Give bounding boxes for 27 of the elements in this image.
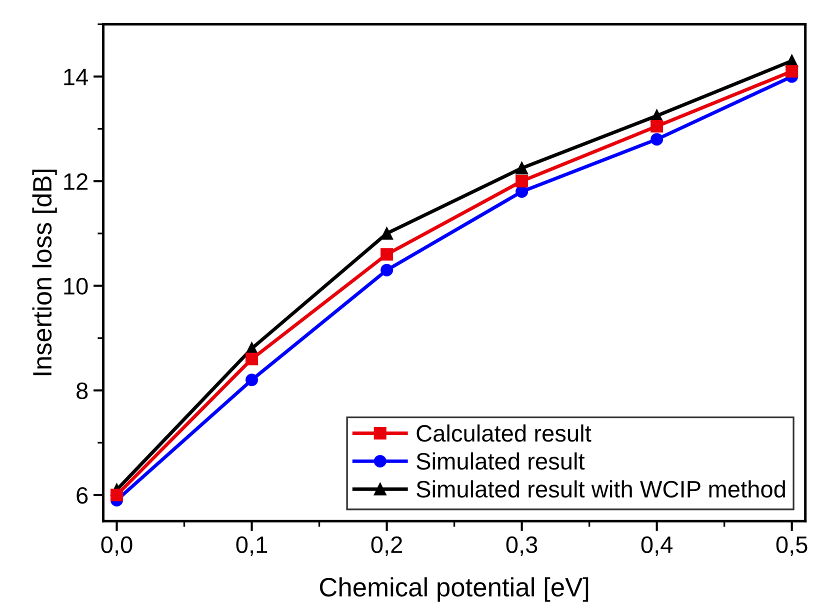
legend-label: Simulated result with WCIP method: [416, 480, 785, 498]
point: [516, 174, 528, 188]
x-tick-label: 0,2: [371, 536, 402, 556]
point: [380, 227, 394, 240]
x-tick-label: 0,4: [641, 536, 673, 556]
point: [516, 162, 528, 174]
x-axis-title: Chemical potential [eV]: [320, 577, 588, 602]
point: [380, 264, 394, 276]
point: [650, 133, 664, 146]
x-tick-label: 0,3: [506, 536, 538, 556]
point: [246, 352, 258, 366]
point: [246, 374, 258, 386]
point: [110, 488, 124, 502]
legend-label: Calculated result: [416, 424, 592, 442]
y-tick-label: 6: [76, 487, 88, 504]
x-tick-label: 0,5: [776, 536, 808, 556]
y-tick-label: 12: [64, 173, 88, 190]
legend-label: Simulated result: [416, 452, 585, 470]
y-tick-label: 14: [64, 68, 88, 86]
y-axis-title: Insertion loss [dB]: [32, 170, 57, 376]
y-tick-label: 10: [64, 278, 88, 295]
y-tick-label: 8: [76, 382, 88, 400]
x-tick-label: 0,1: [236, 536, 268, 556]
point: [380, 248, 394, 261]
point: [786, 65, 798, 78]
point: [650, 120, 664, 132]
x-tick-label: 0,0: [101, 536, 132, 556]
